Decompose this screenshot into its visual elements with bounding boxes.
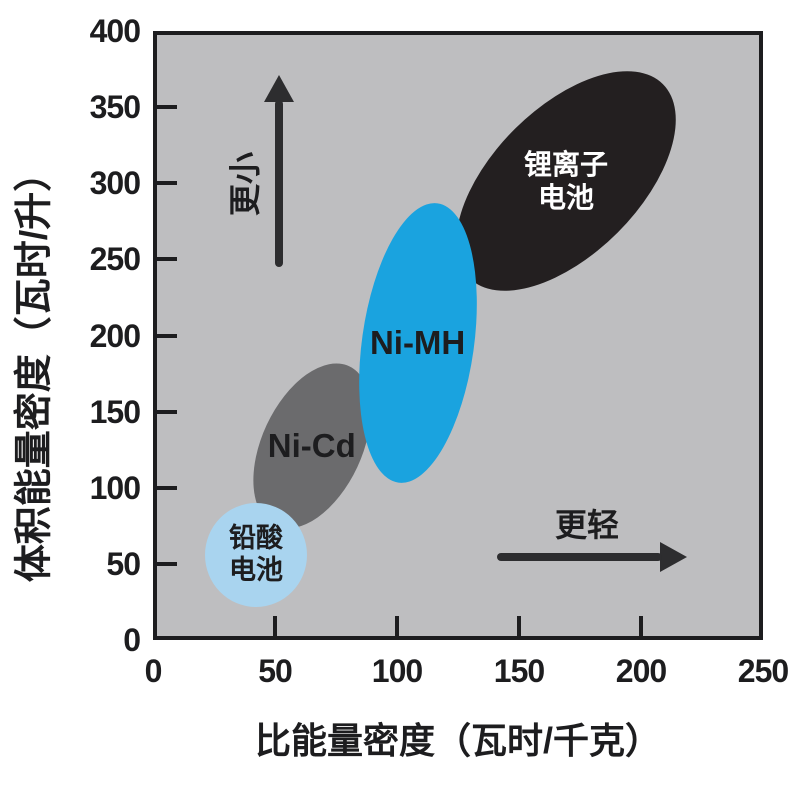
plot-area: 铅酸 电池 Ni-Cd Ni-MH 锂离子 电池 更小 更轻 — [153, 31, 763, 640]
smaller-arrow-label: 更小 — [227, 151, 263, 217]
y-axis-tick — [153, 485, 177, 490]
y-tick-label: 350 — [89, 89, 141, 126]
x-tick-label: 200 — [615, 653, 667, 689]
x-tick-label: 0 — [144, 653, 163, 689]
right-arrowhead-icon — [660, 542, 687, 572]
li-ion-label-line: 电池 — [537, 182, 595, 214]
y-axis-tick — [153, 333, 177, 338]
lead-acid-label-line: 铅酸 — [229, 523, 283, 554]
x-axis-tick — [395, 616, 399, 640]
ni-cd-label: Ni-Cd — [268, 427, 356, 466]
ni-mh-label-line: Ni-MH — [370, 323, 466, 361]
x-axis-tick — [639, 616, 643, 640]
x-tick-label: 150 — [493, 653, 545, 689]
y-axis-title: 体积能量密度（瓦时/升） — [13, 153, 56, 583]
up-arrow-shaft — [275, 100, 283, 267]
y-axis-tick — [153, 105, 177, 110]
x-axis-title: 比能量密度（瓦时/千克） — [254, 720, 661, 761]
y-axis-tick — [153, 257, 177, 262]
li-ion-label: 锂离子 电池 — [524, 148, 608, 214]
y-tick-label: 200 — [89, 317, 141, 354]
lighter-arrow-label: 更轻 — [554, 507, 620, 543]
y-tick-label: 100 — [89, 469, 141, 506]
y-tick-label: 400 — [89, 13, 141, 49]
li-ion-label-line: 锂离子 — [523, 148, 609, 180]
y-tick-label: 50 — [106, 545, 141, 582]
y-tick-label: 300 — [89, 165, 141, 202]
y-tick-label: 250 — [89, 241, 141, 278]
lead-acid-bubble: 铅酸 电池 — [205, 503, 307, 607]
x-tick-label: 100 — [371, 653, 423, 689]
ni-mh-label: Ni-MH — [370, 324, 465, 363]
lead-acid-label-line: 电池 — [229, 555, 283, 585]
lead-acid-label: 铅酸 电池 — [229, 523, 283, 587]
y-axis-tick — [153, 561, 177, 566]
y-tick-label: 150 — [89, 393, 141, 430]
ni-cd-label-line: Ni-Cd — [268, 426, 356, 464]
y-axis-tick — [153, 181, 177, 186]
right-arrow-shaft — [497, 553, 662, 561]
x-axis-tick — [273, 616, 277, 640]
y-tick-label: 0 — [123, 622, 141, 658]
x-axis-tick — [517, 616, 521, 640]
x-tick-label: 50 — [258, 653, 293, 689]
x-tick-label: 250 — [737, 653, 789, 689]
y-axis-tick — [153, 409, 177, 414]
up-arrowhead-icon — [264, 75, 294, 102]
